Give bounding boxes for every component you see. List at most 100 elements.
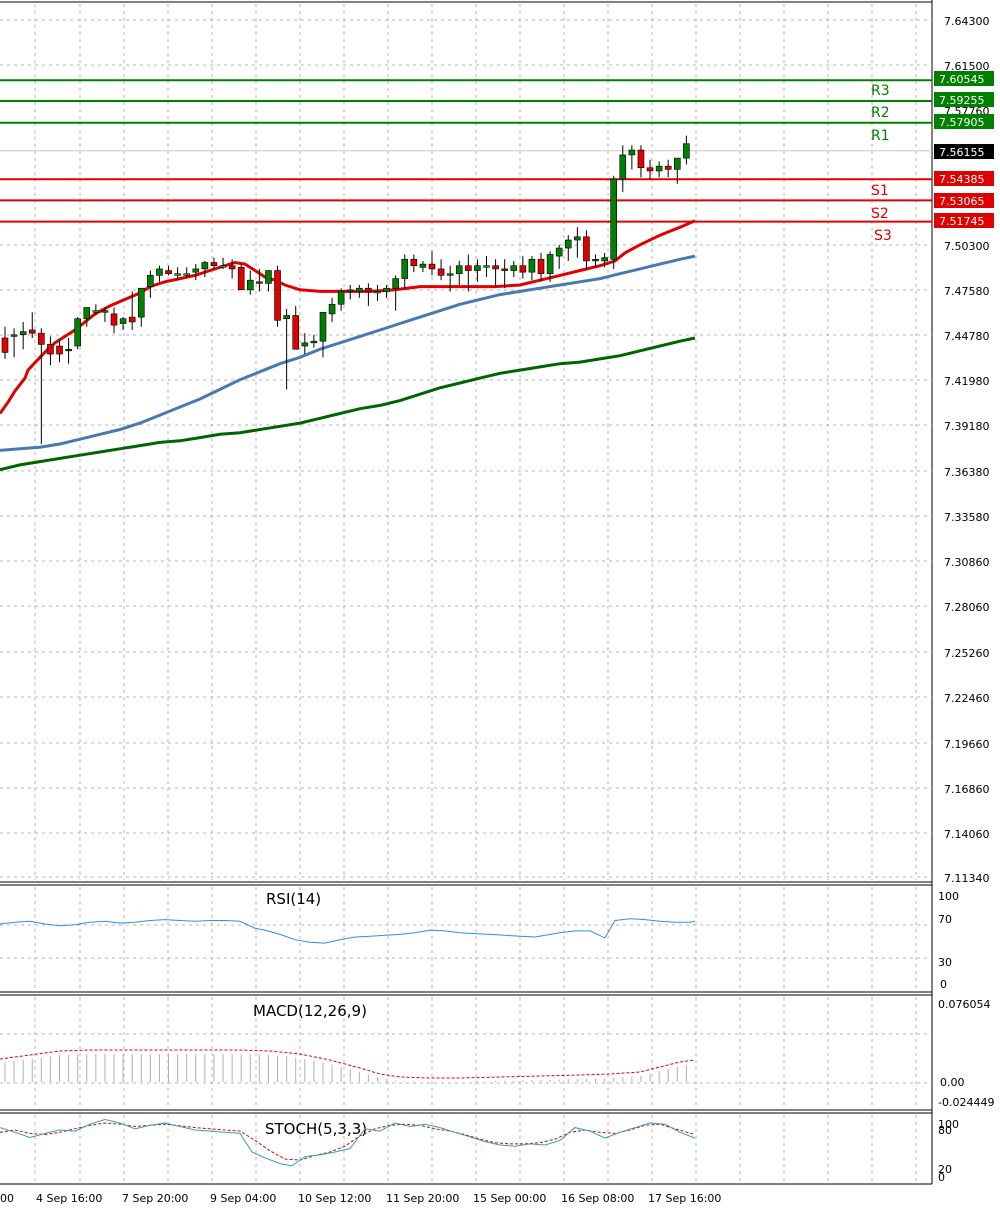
candle-body xyxy=(619,154,627,180)
ma-mid-line xyxy=(0,254,696,452)
rsi-tick: 70 xyxy=(938,913,952,926)
s3-name: S3 xyxy=(874,228,892,244)
price-tick: 7.14060 xyxy=(944,828,990,841)
candle-body xyxy=(274,270,281,321)
r3-name: R3 xyxy=(871,83,890,99)
candle-body xyxy=(346,289,354,292)
ma-slow-line xyxy=(0,336,696,472)
stoch-tick: 20 xyxy=(938,1163,952,1176)
macd-panel: MACD(12,26,9) 0.076054 0.00 -0.024449 xyxy=(0,998,994,1109)
candle-body xyxy=(455,265,463,275)
candle-body xyxy=(65,348,72,352)
price-tick: 7.44780 xyxy=(944,330,990,343)
price-tick: 7.28060 xyxy=(944,601,990,614)
candle xyxy=(292,305,300,350)
candle-body xyxy=(38,332,45,345)
candle-body xyxy=(74,318,81,347)
candle xyxy=(83,307,91,327)
stoch-signal-line xyxy=(0,1122,696,1161)
candle-body xyxy=(483,265,490,268)
candle-body xyxy=(564,239,572,249)
candle xyxy=(310,334,318,348)
candle-body xyxy=(501,268,508,271)
price-tick: 7.30860 xyxy=(944,556,990,569)
candle xyxy=(428,251,436,276)
candle-body xyxy=(101,310,109,313)
current-price-box xyxy=(934,144,994,159)
candle xyxy=(610,175,617,269)
time-tick: 10 Sep 12:00 xyxy=(298,1192,371,1205)
time-tick: 17 Sep 16:00 xyxy=(648,1192,721,1205)
candle-body xyxy=(337,291,345,305)
time-axis: 00 4 Sep 16:00 7 Sep 20:00 9 Sep 04:00 1… xyxy=(0,1192,721,1205)
candle-body xyxy=(83,307,91,320)
candle-body xyxy=(637,149,645,169)
candle-body xyxy=(437,268,445,276)
candle xyxy=(319,311,327,358)
candle-body xyxy=(328,303,336,315)
candle-body xyxy=(201,262,209,270)
rsi-line xyxy=(0,918,696,944)
candle xyxy=(374,284,381,302)
candle xyxy=(655,161,663,178)
candle xyxy=(528,256,536,281)
candle xyxy=(619,145,627,192)
candle xyxy=(537,252,545,282)
candle xyxy=(38,328,45,444)
candle xyxy=(664,159,672,178)
candle xyxy=(510,260,518,277)
candle-body xyxy=(519,265,527,273)
candle xyxy=(592,254,599,268)
candle xyxy=(237,264,245,291)
candle-body xyxy=(192,268,200,273)
macd-histogram xyxy=(4,1054,687,1082)
candle xyxy=(628,145,636,170)
candle-body xyxy=(446,273,454,276)
r2-name: R2 xyxy=(871,105,890,121)
rsi-tick: 0 xyxy=(940,978,947,991)
candle-body xyxy=(165,270,172,275)
candle xyxy=(383,284,390,298)
candle xyxy=(410,254,418,273)
candle-body xyxy=(47,344,54,355)
price-tick: 7.16860 xyxy=(944,783,990,796)
macd-tick: -0.024449 xyxy=(938,1096,994,1109)
time-tick: 15 Sep 00:00 xyxy=(473,1192,546,1205)
candle-body xyxy=(265,270,272,284)
candle xyxy=(583,230,590,271)
candle xyxy=(47,336,54,366)
stoch-title: STOCH(5,3,3) xyxy=(265,1120,367,1138)
time-tick: 9 Sep 04:00 xyxy=(210,1192,276,1205)
macd-tick: 0.00 xyxy=(940,1076,965,1089)
pivot-levels xyxy=(0,79,932,223)
current-price-label: 7.56155 xyxy=(939,146,985,159)
stoch-panel: STOCH(5,3,3) 100 80 20 0 xyxy=(0,1118,959,1184)
panel-frames xyxy=(0,0,933,1185)
candle-body xyxy=(119,318,127,324)
candle-body xyxy=(292,315,300,350)
candle xyxy=(174,267,181,281)
candle xyxy=(56,339,63,363)
candle xyxy=(101,307,109,322)
candle-body xyxy=(228,265,236,270)
price-boxes: 7.60545 7.59255 7.57905 7.56155 7.54385 … xyxy=(934,71,994,228)
candle-body xyxy=(183,273,190,276)
candle-body xyxy=(283,315,290,320)
r1-price-label: 7.57905 xyxy=(939,116,985,129)
candle xyxy=(328,297,336,322)
candle xyxy=(637,145,645,178)
rsi-panel: RSI(14) 100 70 30 0 xyxy=(0,890,959,991)
candle-body xyxy=(174,273,181,276)
candle-body xyxy=(10,334,18,337)
candle-body xyxy=(546,254,554,275)
candle-body xyxy=(256,281,263,284)
stoch-tick: 0 xyxy=(938,1171,945,1184)
candle-body xyxy=(356,287,363,292)
price-tick: 7.50300 xyxy=(944,240,990,253)
macd-title: MACD(12,26,9) xyxy=(253,1002,367,1020)
candle-body xyxy=(19,331,27,336)
r3-price-label: 7.60545 xyxy=(939,73,985,86)
r2-price-box xyxy=(934,92,994,107)
